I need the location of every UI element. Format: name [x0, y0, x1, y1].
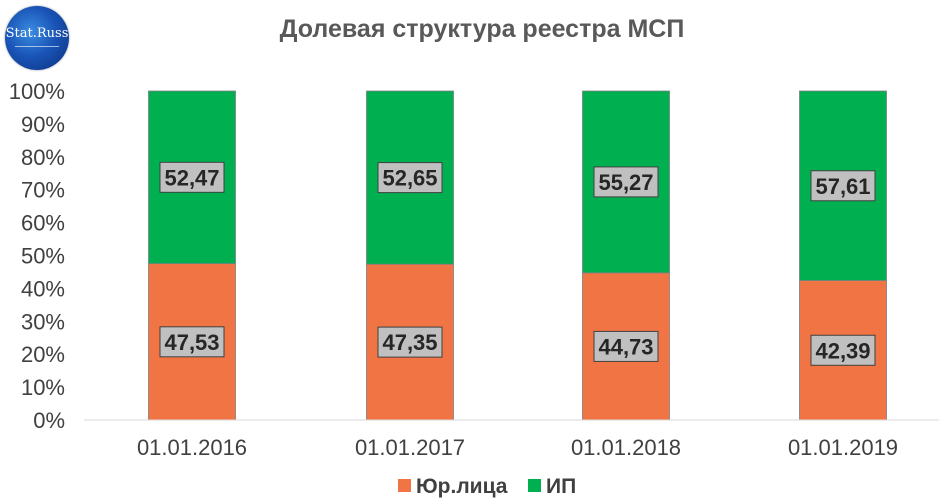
data-label: 44,73	[598, 334, 653, 359]
y-tick-label: 70%	[21, 178, 65, 203]
y-tick-label: 30%	[21, 309, 65, 334]
logo-underline	[15, 46, 59, 50]
data-label: 52,65	[382, 166, 437, 191]
data-label: 47,53	[164, 330, 219, 355]
data-label-box	[810, 170, 876, 202]
data-label: 57,61	[815, 174, 870, 199]
data-label-box	[377, 326, 443, 358]
data-label-box	[377, 162, 443, 194]
legend: Юр.лица ИП	[398, 475, 576, 498]
data-label-box	[159, 161, 225, 193]
data-label-box	[810, 334, 876, 366]
y-tick-label: 20%	[21, 342, 65, 367]
y-axis: 0% 10% 20% 30% 40% 50% 60% 70% 80% 90% 100%	[9, 79, 65, 433]
y-tick-label: 40%	[21, 276, 65, 301]
chart-title: Долевая структура реестра МСП	[280, 15, 685, 43]
y-tick-label: 100%	[9, 79, 65, 104]
data-label: 42,39	[815, 338, 870, 363]
x-tick-label: 01.01.2016	[137, 435, 247, 460]
legend-swatch	[398, 479, 411, 492]
logo-text: Stat.Russ	[5, 26, 69, 41]
bars: 47,53 52,47 47,35 52,65 44,73 55,27 42,39 57,61	[148, 90, 887, 421]
x-tick-label: 01.01.2017	[355, 435, 465, 460]
y-tick-label: 60%	[21, 211, 65, 236]
x-axis: 01.01.2016 01.01.2017 01.01.2018 01.01.2019	[137, 435, 898, 460]
data-label: 52,47	[164, 165, 219, 190]
y-tick-label: 80%	[21, 145, 65, 170]
legend-label: Юр.лица	[416, 475, 508, 498]
y-tick-label: 0%	[33, 408, 65, 433]
y-tick-label: 50%	[21, 244, 65, 269]
y-tick-label: 90%	[21, 112, 65, 137]
x-tick-label: 01.01.2018	[571, 435, 681, 460]
x-tick-label: 01.01.2019	[788, 435, 898, 460]
stat-russ-logo: Stat.Russ	[5, 6, 69, 70]
data-label-box	[593, 330, 659, 362]
data-label-box	[593, 166, 659, 198]
legend-label: ИП	[546, 475, 576, 498]
data-label: 55,27	[598, 170, 653, 195]
data-label-box	[159, 326, 225, 358]
legend-swatch	[528, 479, 541, 492]
y-tick-label: 10%	[21, 375, 65, 400]
data-label: 47,35	[382, 330, 437, 355]
